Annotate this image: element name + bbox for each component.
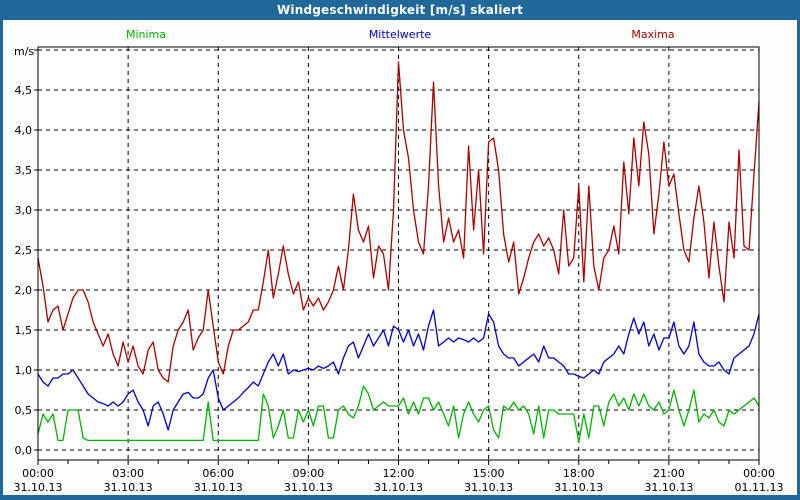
x-tick-date-label: 31.10.13 [104, 481, 153, 494]
y-tick-label: 3,5 [15, 164, 33, 177]
x-tick-time-label: 00:00 [22, 467, 54, 480]
x-tick-date-label: 31.10.13 [644, 481, 693, 494]
x-tick-date-label: 31.10.13 [464, 481, 513, 494]
legend-label-mittelwerte: Mittelwerte [368, 28, 432, 41]
x-tick-time-label: 15:00 [473, 467, 505, 480]
x-tick-time-label: 21:00 [653, 467, 685, 480]
y-tick-label: 4,5 [15, 84, 33, 97]
y-tick-label: 0,0 [15, 444, 33, 457]
title-bar: Windgeschwindigkeit [m/s] skaliert [0, 0, 800, 20]
y-tick-label: 3,0 [15, 204, 33, 217]
x-tick-time-label: 03:00 [112, 467, 144, 480]
series-line-maxima [37, 61, 760, 383]
x-tick-date-label: 31.10.13 [554, 481, 603, 494]
y-tick-label: 4,0 [15, 124, 33, 137]
x-tick-date-label: 31.10.13 [194, 481, 243, 494]
page-title: Windgeschwindigkeit [m/s] skaliert [276, 3, 524, 17]
legend-label-minima: Minima [125, 28, 167, 41]
window-border-bottom [0, 495, 800, 500]
series-line-mittelwerte [37, 309, 760, 431]
x-tick-time-label: 09:00 [293, 467, 325, 480]
y-tick-label: 1,0 [15, 364, 33, 377]
y-tick-label: 2,0 [15, 284, 33, 297]
y-tick-label: 0,5 [15, 404, 33, 417]
legend-item-maxima: Maxima [631, 28, 674, 41]
x-tick-time-label: 12:00 [383, 467, 415, 480]
window-border-right [797, 20, 800, 500]
x-tick-time-label: 06:00 [202, 467, 234, 480]
x-tick-time-label: 00:00 [743, 467, 775, 480]
window-border-left [0, 20, 3, 500]
legend-item-mittelwerte: Mittelwerte [369, 28, 431, 41]
y-axis-unit-label: m/s [14, 45, 35, 58]
y-tick-label: 2,5 [15, 244, 33, 257]
y-tick-label: 1,5 [15, 324, 33, 337]
legend-label-maxima: Maxima [631, 28, 675, 41]
plot-area [38, 47, 759, 460]
x-tick-date-label: 01.11.13 [735, 481, 784, 494]
plot-frame [37, 46, 760, 461]
x-tick-date-label: 31.10.13 [374, 481, 423, 494]
series-line-minima [37, 385, 760, 443]
x-tick-date-label: 31.10.13 [284, 481, 333, 494]
x-tick-time-label: 18:00 [563, 467, 595, 480]
x-tick-date-label: 31.10.13 [14, 481, 63, 494]
legend-item-minima: Minima [126, 28, 166, 41]
